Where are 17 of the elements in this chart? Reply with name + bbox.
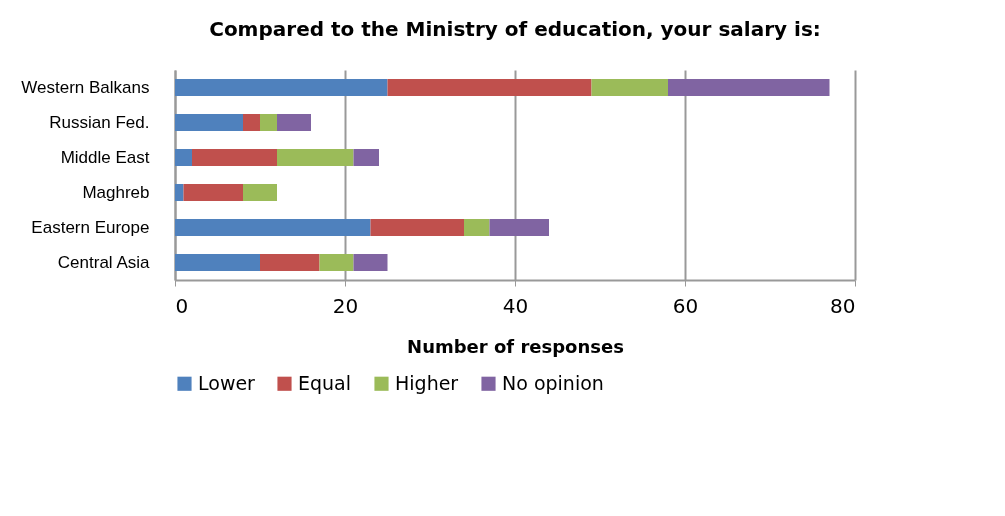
y-tick-label: Eastern Europe bbox=[31, 217, 150, 237]
y-tick-label: Central Asia bbox=[57, 252, 151, 272]
legend-label: Lower bbox=[198, 371, 256, 394]
x-axis-title: Number of responses bbox=[407, 335, 624, 357]
x-tick-label: 0 bbox=[175, 293, 189, 318]
x-tick-label: 80 bbox=[830, 293, 856, 318]
legend-label: Higher bbox=[395, 371, 459, 394]
y-tick-label: Western Balkans bbox=[21, 77, 150, 97]
x-tick-label: 40 bbox=[502, 293, 529, 318]
x-tick-label: 60 bbox=[672, 293, 699, 318]
legend-label: No opinion bbox=[502, 371, 604, 394]
y-tick-label: Russian Fed. bbox=[49, 112, 150, 132]
legend-label: Equal bbox=[298, 371, 352, 394]
y-tick-label: Middle East bbox=[60, 147, 150, 167]
y-tick-label: Maghreb bbox=[82, 182, 150, 202]
x-tick-label: 20 bbox=[332, 293, 359, 318]
chart-title: Compared to the Ministry of education, your salary is: bbox=[209, 17, 821, 41]
